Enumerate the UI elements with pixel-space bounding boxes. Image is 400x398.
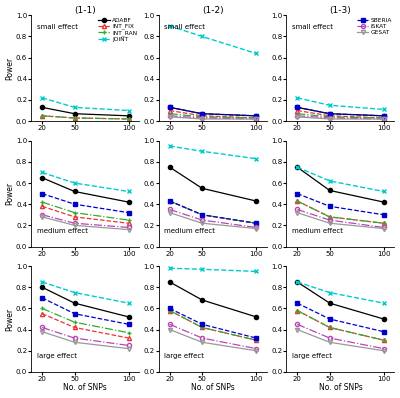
Text: small effect: small effect — [292, 24, 333, 30]
Y-axis label: Power: Power — [6, 57, 14, 80]
Text: medium effect: medium effect — [37, 228, 88, 234]
X-axis label: No. of SNPs: No. of SNPs — [64, 383, 107, 392]
Text: small effect: small effect — [37, 24, 78, 30]
X-axis label: No. of SNPs: No. of SNPs — [318, 383, 362, 392]
X-axis label: No. of SNPs: No. of SNPs — [191, 383, 235, 392]
Text: large effect: large effect — [37, 353, 77, 359]
Title: (1-3): (1-3) — [330, 6, 351, 15]
Y-axis label: Power: Power — [6, 182, 14, 205]
Text: medium effect: medium effect — [292, 228, 343, 234]
Y-axis label: Power: Power — [6, 307, 14, 331]
Legend: SBERIA, iSKAT, GESAT: SBERIA, iSKAT, GESAT — [356, 16, 393, 36]
Text: medium effect: medium effect — [164, 228, 215, 234]
Text: large effect: large effect — [164, 353, 204, 359]
Title: (1-1): (1-1) — [74, 6, 96, 15]
Legend: ADABF, INT_FIX, INT_RAN, JOINT: ADABF, INT_FIX, INT_RAN, JOINT — [97, 16, 138, 43]
Text: small effect: small effect — [164, 24, 205, 30]
Text: large effect: large effect — [292, 353, 332, 359]
Title: (1-2): (1-2) — [202, 6, 224, 15]
